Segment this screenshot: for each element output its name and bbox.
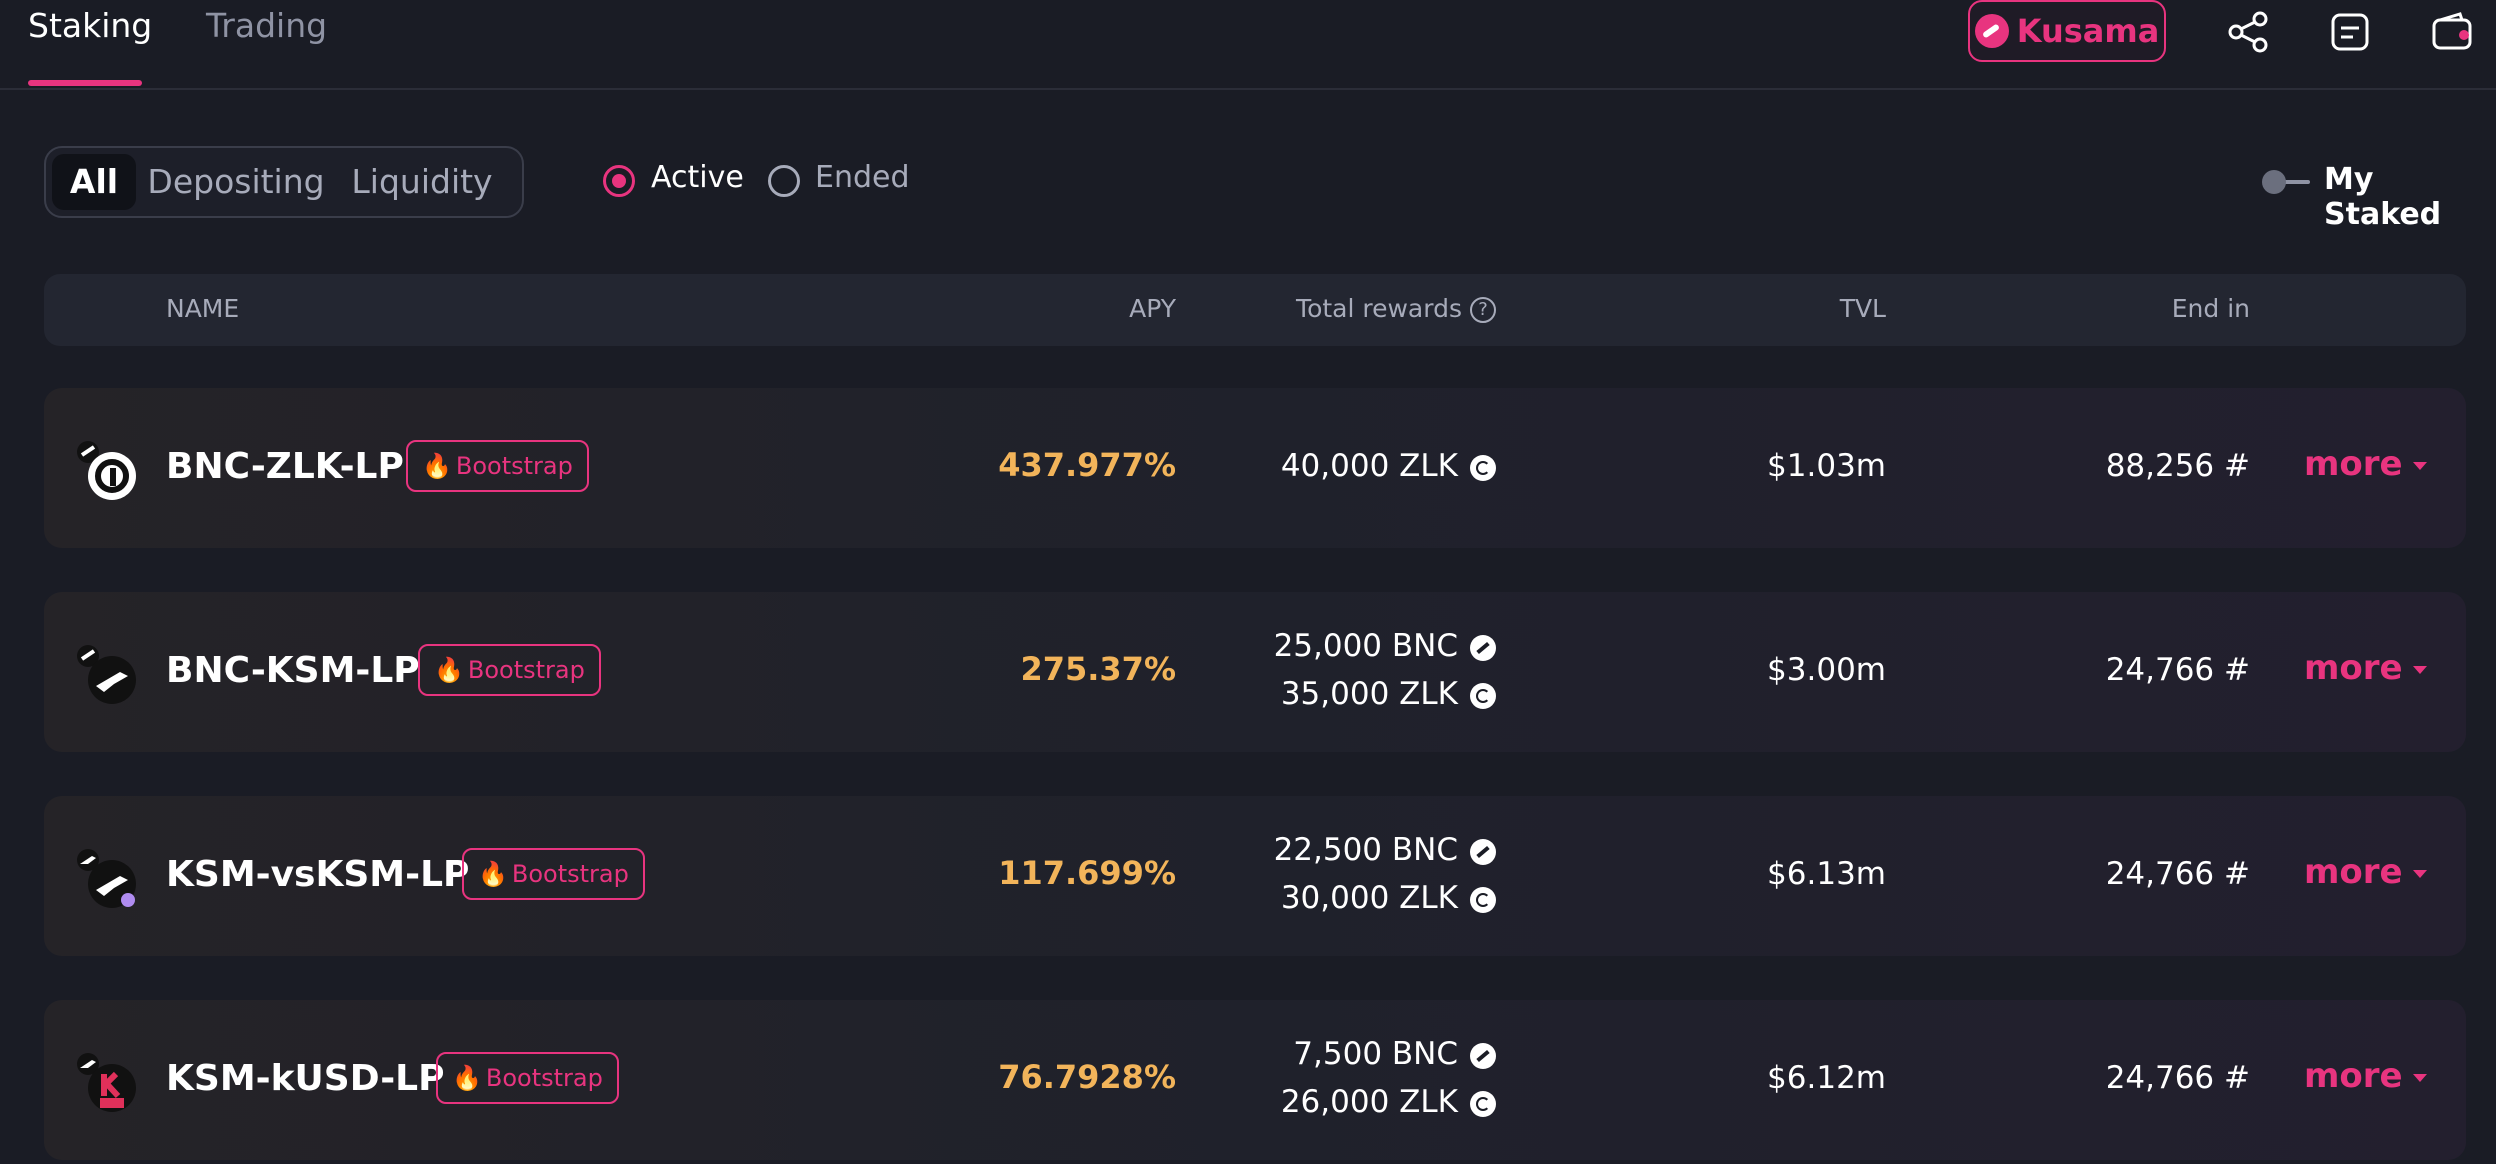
reward-line: 40,000 ZLK	[1281, 448, 1496, 484]
reward-amount: 40,000 ZLK	[1280, 448, 1458, 484]
reward-line: 7,500 BNC	[1293, 1036, 1496, 1072]
tvl-value: $6.13m	[1767, 856, 1886, 892]
more-label: more	[2304, 1056, 2403, 1096]
apy-value: 437.977%	[998, 446, 1176, 484]
bnc-token-icon	[1470, 1042, 1496, 1069]
table-row[interactable]: BNC-ZLK-LP 🔥 Bootstrap 437.977% 40,000 ZL…	[44, 388, 2466, 548]
badge-label: Bootstrap	[511, 860, 629, 888]
end-in-value: 24,766 #	[2105, 1060, 2250, 1096]
active-radio-label[interactable]: Active	[651, 160, 744, 195]
more-button[interactable]: more	[2304, 444, 2427, 484]
rewards-header-label: Total rewards	[1296, 294, 1462, 323]
bnc-token-icon	[1470, 838, 1496, 865]
table-row[interactable]: BNC-KSM-LP 🔥 Bootstrap 275.37% 25,000 BNC…	[44, 592, 2466, 752]
bootstrap-badge: 🔥 Bootstrap	[406, 440, 589, 492]
column-header-end-in: End in	[2171, 294, 2250, 323]
end-in-value: 88,256 #	[2105, 448, 2250, 484]
wallet-icon[interactable]	[2430, 10, 2474, 54]
reward-line: 35,000 ZLK	[1281, 676, 1496, 712]
share-icon[interactable]	[2226, 10, 2270, 54]
more-button[interactable]: more	[2304, 648, 2427, 688]
end-in-value: 24,766 #	[2105, 856, 2250, 892]
document-icon[interactable]	[2328, 10, 2372, 54]
caret-down-icon	[2412, 869, 2427, 878]
table-row[interactable]: KSM-vsKSM-LP 🔥 Bootstrap 117.699% 22,500 …	[44, 796, 2466, 956]
reward-line: 22,500 BNC	[1274, 832, 1496, 868]
tvl-value: $3.00m	[1767, 652, 1886, 688]
pool-name: BNC-KSM-LP	[166, 650, 420, 691]
more-button[interactable]: more	[2304, 1056, 2427, 1096]
end-in-value: 24,766 #	[2105, 652, 2250, 688]
bnc-ksm-pair-icon	[77, 645, 136, 704]
reward-amount: 25,000 BNC	[1273, 628, 1458, 664]
bnc-zlk-pair-icon	[77, 441, 136, 500]
ksm-vsksm-pair-icon	[77, 849, 136, 908]
reward-line: 26,000 ZLK	[1281, 1084, 1496, 1120]
caret-down-icon	[2412, 1073, 2427, 1082]
reward-amount: 22,500 BNC	[1273, 832, 1458, 868]
pool-name: KSM-kUSD-LP	[166, 1058, 445, 1099]
more-label: more	[2304, 444, 2403, 484]
caret-down-icon	[2412, 461, 2427, 470]
more-button[interactable]: more	[2304, 852, 2427, 892]
zlk-token-icon	[1470, 886, 1496, 913]
zlk-token-icon	[1470, 454, 1496, 481]
table-row[interactable]: KSM-kUSD-LP 🔥 Bootstrap 76.7928% 7,500 BN…	[44, 1000, 2466, 1160]
tvl-value: $6.12m	[1767, 1060, 1886, 1096]
my-staked-label[interactable]: My Staked	[2324, 162, 2442, 232]
fire-icon: 🔥	[478, 860, 508, 888]
more-label: more	[2304, 852, 2403, 892]
my-staked-toggle[interactable]	[2262, 170, 2312, 194]
tvl-value: $1.03m	[1767, 448, 1886, 484]
toggle-track	[2270, 180, 2310, 184]
badge-label: Bootstrap	[485, 1064, 603, 1092]
fire-icon: 🔥	[422, 452, 452, 480]
fire-icon: 🔥	[434, 656, 464, 684]
pool-type-segmented-control: All Depositing Liquidity	[44, 146, 524, 218]
tab-staking[interactable]: Staking	[28, 6, 153, 45]
ended-radio-label[interactable]: Ended	[815, 160, 910, 195]
badge-label: Bootstrap	[455, 452, 573, 480]
toggle-knob	[2262, 170, 2286, 194]
bnc-token-icon	[1470, 634, 1496, 661]
zlk-token-icon	[1470, 1090, 1496, 1117]
reward-amount: 30,000 ZLK	[1280, 880, 1458, 916]
network-selector-button[interactable]: Kusama	[1968, 0, 2166, 62]
badge-label: Bootstrap	[467, 656, 585, 684]
table-header: NAME APY Total rewards? TVL End in	[44, 274, 2466, 346]
active-tab-indicator	[28, 80, 142, 86]
tab-trading[interactable]: Trading	[206, 6, 328, 45]
ended-radio[interactable]	[768, 165, 800, 197]
reward-line: 30,000 ZLK	[1281, 880, 1496, 916]
segment-liquidity[interactable]: Liquidity	[351, 162, 493, 201]
apy-value: 76.7928%	[998, 1058, 1176, 1096]
caret-down-icon	[2412, 665, 2427, 674]
more-label: more	[2304, 648, 2403, 688]
bootstrap-badge: 🔥 Bootstrap	[462, 848, 645, 900]
bootstrap-badge: 🔥 Bootstrap	[436, 1052, 619, 1104]
segment-depositing[interactable]: Depositing	[147, 162, 325, 201]
bootstrap-badge: 🔥 Bootstrap	[418, 644, 601, 696]
column-header-name: NAME	[166, 294, 240, 323]
column-header-apy: APY	[1129, 294, 1176, 323]
help-icon[interactable]: ?	[1470, 297, 1496, 323]
ksm-kusd-pair-icon	[77, 1053, 136, 1112]
active-radio[interactable]	[603, 165, 635, 197]
reward-line: 25,000 BNC	[1274, 628, 1496, 664]
apy-value: 117.699%	[998, 854, 1176, 892]
zlk-token-icon	[1470, 682, 1496, 709]
reward-amount: 35,000 ZLK	[1280, 676, 1458, 712]
column-header-rewards: Total rewards?	[1296, 294, 1496, 323]
top-bar: Staking Trading Kusama	[0, 0, 2496, 90]
segment-all[interactable]: All	[52, 154, 136, 210]
apy-value: 275.37%	[1020, 650, 1176, 688]
fire-icon: 🔥	[452, 1064, 482, 1092]
reward-amount: 26,000 ZLK	[1280, 1084, 1458, 1120]
column-header-tvl: TVL	[1839, 294, 1886, 323]
pool-name: KSM-vsKSM-LP	[166, 854, 470, 895]
pool-name: BNC-ZLK-LP	[166, 446, 404, 487]
kusama-icon	[1974, 14, 2009, 48]
network-label: Kusama	[2016, 12, 2160, 50]
reward-amount: 7,500 BNC	[1293, 1036, 1458, 1072]
